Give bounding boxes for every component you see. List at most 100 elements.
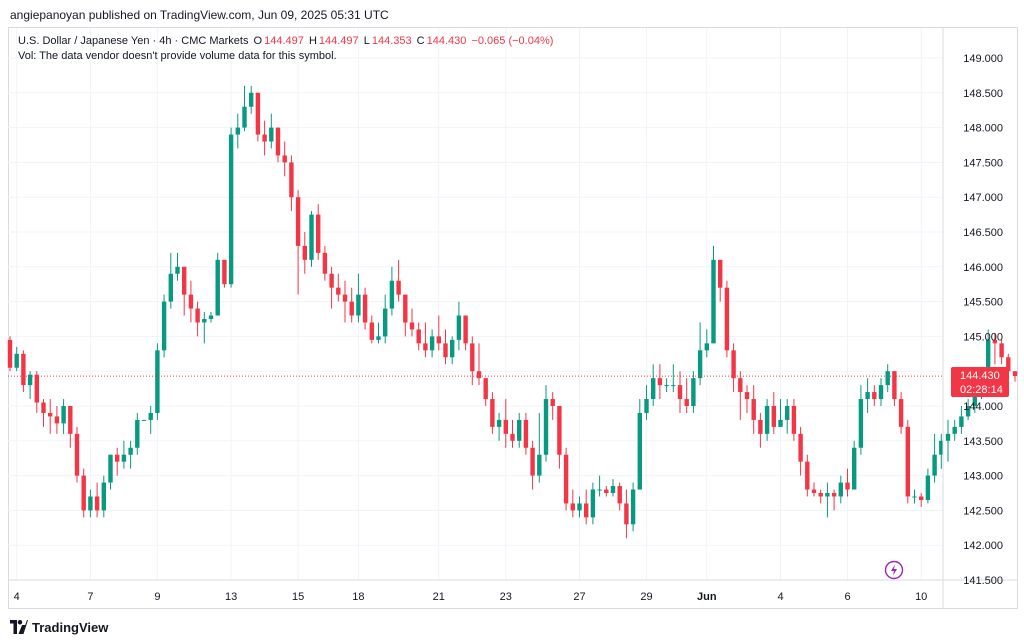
lightning-icon[interactable] [884, 560, 904, 580]
candle [624, 489, 629, 539]
candle-body [898, 399, 904, 427]
candle-body [577, 503, 582, 511]
candle-body [952, 426, 957, 434]
candle [496, 412, 502, 441]
candle [617, 482, 622, 511]
candle-body [470, 343, 475, 372]
candle [423, 322, 428, 358]
candle [537, 412, 542, 483]
candle [697, 322, 703, 386]
ohlc-row: U.S. Dollar / Japanese Yen · 4h · CMC Ma… [18, 34, 555, 49]
candle [831, 489, 837, 511]
candle [912, 489, 917, 504]
candle [168, 252, 173, 309]
candle-body [376, 336, 381, 340]
candle-body [41, 402, 46, 413]
candle-body [476, 371, 482, 379]
candle [228, 127, 234, 288]
candle-body [436, 336, 441, 344]
candle-body [630, 489, 636, 525]
candle-body [845, 482, 850, 490]
candle [898, 392, 904, 434]
candle-body [336, 287, 341, 295]
time-tick-label: 21 [433, 591, 445, 603]
candle [362, 287, 368, 330]
time-tick-label: 6 [844, 591, 850, 603]
candle [818, 489, 823, 504]
candle-body [322, 252, 328, 274]
candle [349, 287, 354, 323]
candle [54, 406, 60, 434]
candle-body [825, 493, 830, 497]
candle-body [235, 127, 240, 135]
close-label: C [416, 35, 425, 47]
candle-body [168, 273, 173, 302]
candle [235, 113, 240, 149]
candle [771, 392, 776, 434]
candle [838, 475, 843, 504]
candle [182, 266, 187, 316]
candle [476, 343, 482, 386]
candle-body [108, 454, 113, 483]
candle [141, 419, 147, 421]
candle [188, 280, 194, 323]
candle [443, 329, 448, 365]
time-tick-label: Jun [697, 591, 717, 603]
price-tick-label: 142.500 [963, 505, 1003, 517]
candle-body [88, 496, 93, 511]
candle [718, 259, 723, 302]
candle [510, 419, 515, 448]
candle [550, 392, 555, 420]
time-tick-label: 18 [352, 591, 364, 603]
candle [396, 259, 401, 302]
candle [14, 346, 19, 372]
tradingview-logo-icon[interactable] [10, 620, 28, 634]
candle-body [872, 392, 877, 400]
candle [677, 371, 683, 413]
candle [356, 273, 361, 323]
candle [651, 364, 656, 406]
candle [563, 447, 569, 511]
candle-body [161, 301, 167, 351]
candle [503, 399, 508, 448]
candle [744, 385, 750, 413]
candle [262, 120, 267, 156]
candle-body [885, 371, 890, 386]
candle-body [892, 371, 897, 400]
candle [155, 343, 160, 420]
brand-name[interactable]: TradingView [32, 620, 109, 635]
symbol-label[interactable]: U.S. Dollar / Japanese Yen · 4h · CMC Ma… [18, 35, 249, 47]
time-tick-label: 10 [915, 591, 927, 603]
close-value: 144.430 [426, 35, 467, 47]
candle [450, 336, 455, 365]
candle [128, 440, 133, 469]
candle [999, 339, 1004, 365]
candle [1012, 371, 1018, 382]
candle [161, 294, 167, 358]
candle-body [563, 454, 569, 504]
candle-body [691, 378, 696, 406]
candle-body [557, 406, 562, 455]
candle [108, 454, 113, 490]
candle [764, 399, 770, 441]
candle-body [738, 378, 743, 393]
candle-body [523, 419, 529, 448]
candle [376, 322, 381, 344]
candle-body [818, 493, 823, 497]
time-tick-label: 13 [225, 591, 237, 603]
candle-body [61, 406, 66, 424]
candle-body [295, 197, 301, 246]
candle-body [262, 134, 267, 142]
candle [932, 433, 937, 483]
candle [577, 496, 582, 518]
candle-body [992, 339, 998, 344]
candle-body [798, 433, 803, 462]
candle-body [664, 385, 669, 387]
candle [925, 468, 931, 504]
time-tick-label: 27 [573, 591, 585, 603]
candle [965, 399, 971, 420]
candle-body [463, 315, 468, 344]
candle-body [610, 486, 616, 493]
candle-body [939, 440, 944, 455]
